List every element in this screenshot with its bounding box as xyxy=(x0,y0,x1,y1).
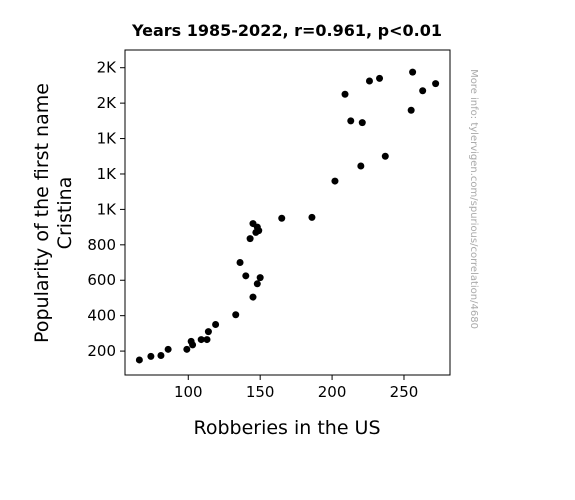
data-point xyxy=(358,119,366,127)
data-point xyxy=(203,336,211,344)
data-point xyxy=(347,117,355,125)
data-point xyxy=(157,352,165,360)
data-point xyxy=(407,106,415,114)
data-point xyxy=(197,336,205,344)
data-point xyxy=(381,152,389,160)
y-tick-label: 2K xyxy=(97,59,118,77)
x-tick-label: 250 xyxy=(390,383,419,401)
y-tick-label: 200 xyxy=(87,342,116,360)
data-point xyxy=(365,77,373,85)
y-axis-label-line-1: Popularity of the first name xyxy=(31,83,53,343)
data-point xyxy=(236,259,244,267)
data-point xyxy=(376,74,384,82)
data-point xyxy=(135,356,143,364)
data-point xyxy=(246,235,254,243)
data-point xyxy=(204,328,212,336)
data-point xyxy=(212,321,220,329)
data-point xyxy=(409,68,417,76)
data-point xyxy=(183,345,191,353)
data-point xyxy=(432,80,440,88)
y-tick-label: 1K xyxy=(97,165,118,183)
plot-frame xyxy=(124,49,451,376)
data-point xyxy=(256,274,264,282)
x-tick-label: 200 xyxy=(318,383,347,401)
y-tick-label: 1K xyxy=(97,130,118,148)
data-points xyxy=(135,68,440,364)
y-tick-label: 800 xyxy=(87,236,116,254)
y-tick-label: 2K xyxy=(97,94,118,112)
y-tick-label: 400 xyxy=(87,307,116,325)
data-point xyxy=(147,352,155,360)
data-point xyxy=(253,280,261,288)
x-axis: 100 150 200 250 xyxy=(174,375,418,401)
data-point xyxy=(189,341,197,349)
data-point xyxy=(341,90,349,98)
data-point xyxy=(249,293,257,301)
data-point xyxy=(255,227,263,235)
x-axis-label: Robberies in the US xyxy=(193,417,380,439)
y-axis: 200 400 600 800 1K 1K 1K 2K 2K xyxy=(87,59,125,360)
data-point xyxy=(308,213,316,221)
chart-title: Years 1985-2022, r=0.961, p<0.01 xyxy=(131,21,442,40)
data-point xyxy=(232,311,240,319)
y-tick-label: 600 xyxy=(87,271,116,289)
data-point xyxy=(419,87,427,95)
data-point xyxy=(331,177,339,185)
data-point xyxy=(357,162,365,170)
x-tick-label: 100 xyxy=(174,383,203,401)
x-tick-label: 150 xyxy=(246,383,275,401)
y-tick-label: 1K xyxy=(97,200,118,218)
data-point xyxy=(164,345,172,353)
watermark-text: More info: tylervigen.com/spurious/corre… xyxy=(468,69,479,329)
data-point xyxy=(278,214,286,222)
data-point xyxy=(242,272,250,280)
y-axis-label-line-2: Cristina xyxy=(54,177,76,250)
